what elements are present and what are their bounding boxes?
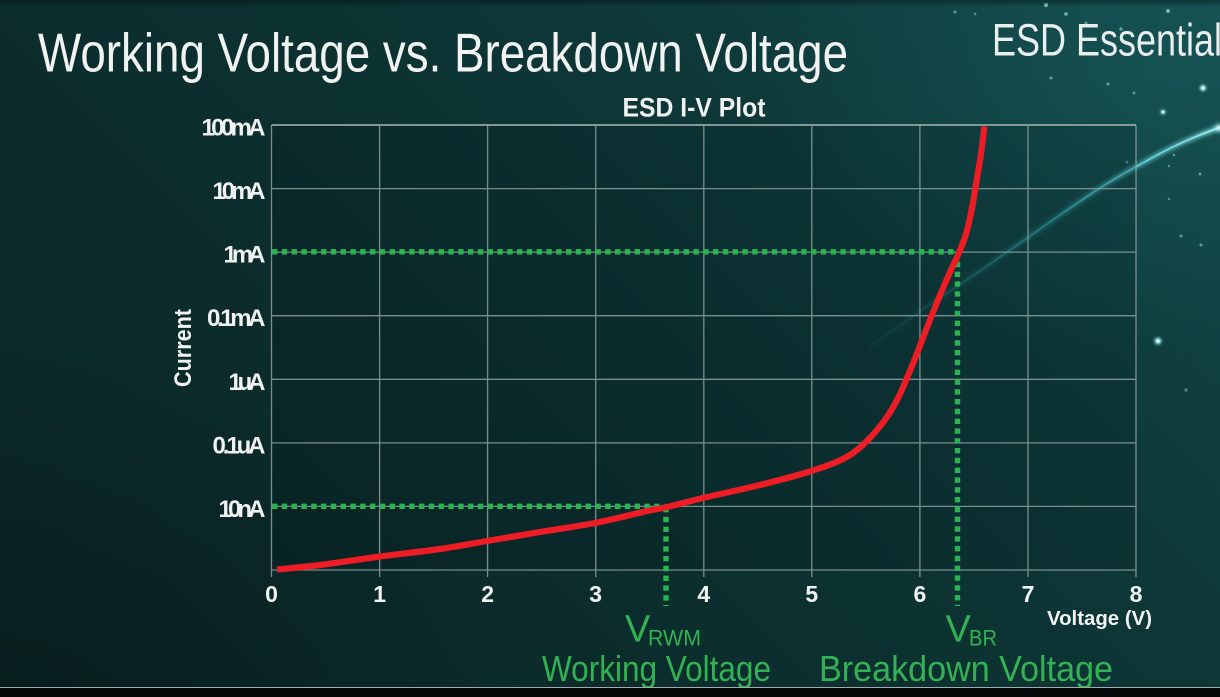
svg-text:7: 7 xyxy=(1022,581,1035,607)
svg-text:10nA: 10nA xyxy=(219,496,266,523)
svg-text:Working Voltage: Working Voltage xyxy=(542,648,771,689)
svg-text:Breakdown Voltage: Breakdown Voltage xyxy=(819,648,1113,689)
svg-text:100mA: 100mA xyxy=(202,115,266,142)
svg-text:3: 3 xyxy=(589,581,602,607)
svg-text:RWM: RWM xyxy=(648,626,701,651)
svg-text:Current: Current xyxy=(170,309,197,387)
svg-text:0: 0 xyxy=(265,581,278,607)
svg-text:5: 5 xyxy=(805,581,818,607)
svg-text:8: 8 xyxy=(1130,581,1143,607)
svg-text:0.1uA: 0.1uA xyxy=(213,432,266,459)
svg-text:ESD Essentials: ESD Essentials xyxy=(992,15,1220,66)
svg-text:10mA: 10mA xyxy=(213,178,266,205)
svg-text:1uA: 1uA xyxy=(229,369,266,396)
svg-text:Working Voltage vs. Breakdown: Working Voltage vs. Breakdown Voltage xyxy=(38,22,848,84)
svg-text:4: 4 xyxy=(697,581,710,607)
svg-text:1mA: 1mA xyxy=(224,242,266,269)
svg-text:0.1mA: 0.1mA xyxy=(207,305,266,332)
svg-text:BR: BR xyxy=(969,626,997,651)
svg-text:V: V xyxy=(946,609,972,651)
svg-text:Voltage (V): Voltage (V) xyxy=(1047,608,1152,630)
svg-text:6: 6 xyxy=(914,581,927,607)
svg-text:2: 2 xyxy=(481,581,494,607)
svg-text:1: 1 xyxy=(373,581,386,607)
svg-text:ESD I-V Plot: ESD I-V Plot xyxy=(623,93,766,123)
